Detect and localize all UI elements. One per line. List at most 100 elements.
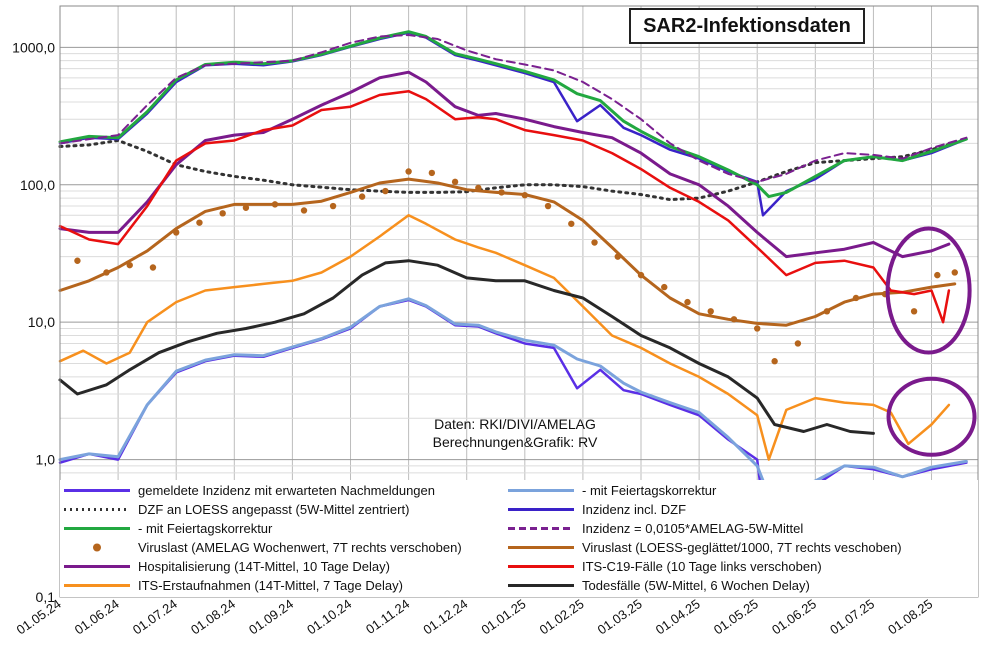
viruslast-point — [661, 283, 668, 291]
x-tick-label: 01.10.24 — [304, 596, 354, 637]
legend-entry: Hospitalisierung (14T-Mittel, 10 Tage De… — [62, 557, 390, 576]
viruslast-point — [951, 269, 958, 276]
series-8-line — [58, 70, 951, 259]
x-tick-label: 01.12.24 — [420, 596, 470, 637]
legend-label: gemeldete Inzidenz mit erwarteten Nachme… — [138, 483, 436, 498]
series-3-line — [58, 31, 968, 217]
legend-entry: Viruslast (AMELAG Wochenwert, 7T rechts … — [62, 538, 462, 557]
x-tick-label: 01.02.25 — [537, 596, 587, 637]
legend-swatch-mark — [93, 543, 101, 552]
legend-swatch — [508, 546, 574, 549]
viruslast-point — [591, 239, 598, 246]
viruslast-point — [358, 193, 366, 200]
x-tick-label: 01.01.25 — [478, 596, 528, 637]
legend-label: Hospitalisierung (14T-Mittel, 10 Tage De… — [138, 559, 390, 574]
legend-entry: - mit Feiertagskorrektur — [62, 519, 272, 538]
legend-swatch — [64, 527, 130, 530]
x-tick-label: 01.07.24 — [130, 596, 180, 637]
series-5-line — [59, 34, 968, 183]
legend-swatch — [64, 489, 130, 492]
legend: gemeldete Inzidenz mit erwarteten Nachme… — [60, 480, 978, 597]
x-tick-label: 01.07.25 — [827, 596, 877, 637]
x-tick-label: 01.11.24 — [363, 596, 412, 637]
legend-swatch — [508, 584, 574, 587]
viruslast-point — [934, 271, 941, 279]
viruslast-point — [568, 220, 575, 227]
y-tick-label: 10,0 — [28, 314, 55, 330]
series-11-line — [58, 259, 875, 435]
series-9-line — [58, 89, 951, 324]
x-tick-label: 01.04.25 — [653, 596, 703, 637]
annotation-group — [885, 226, 977, 457]
y-tick-label: 1,0 — [36, 452, 56, 468]
legend-entry: ITS-Erstaufnahmen (14T-Mittel, 7 Tage De… — [62, 576, 403, 595]
legend-swatch — [64, 584, 130, 587]
x-tick-label: 01.06.25 — [769, 596, 819, 637]
viruslast-point — [405, 168, 412, 175]
viruslast-point — [149, 264, 157, 271]
legend-swatch — [64, 565, 130, 568]
series-4-line — [58, 30, 968, 199]
legend-entry: DZF an LOESS angepasst (5W-Mittel zentri… — [62, 500, 409, 519]
legend-label: Viruslast (AMELAG Wochenwert, 7T rechts … — [138, 540, 462, 555]
viruslast-point — [196, 219, 203, 226]
plot-frame — [59, 5, 979, 598]
legend-label: ITS-Erstaufnahmen (14T-Mittel, 7 Tage De… — [138, 578, 403, 593]
x-tick-label: 01.05.25 — [711, 596, 761, 637]
viruslast-point — [300, 207, 308, 214]
viruslast-point — [910, 308, 918, 315]
viruslast-point — [126, 261, 133, 269]
viruslast-point — [794, 340, 802, 347]
legend-swatch — [508, 527, 574, 530]
legend-label: ITS-C19-Fälle (10 Tage links verschoben) — [582, 559, 822, 574]
chart-title: SAR2-Infektionsdaten — [629, 8, 865, 44]
legend-label: Inzidenz incl. DZF — [582, 502, 687, 517]
legend-swatch — [508, 508, 574, 511]
legend-swatch — [508, 489, 574, 492]
legend-entry: Inzidenz incl. DZF — [506, 500, 686, 519]
viruslast-point — [382, 187, 389, 195]
x-tick-label: 01.09.24 — [246, 596, 296, 637]
legend-entry: - mit Feiertagskorrektur — [506, 481, 716, 500]
series-0-line — [58, 298, 968, 509]
chart-credits: Daten: RKI/DIVI/AMELAG Berechnungen&Graf… — [410, 415, 620, 451]
viruslast-point — [219, 210, 226, 217]
viruslast-point — [74, 257, 81, 264]
x-tick-label: 01.08.24 — [188, 596, 238, 637]
legend-label: - mit Feiertagskorrektur — [138, 521, 273, 536]
x-axis-ticks: 01.05.24 01.06.24 01.07.24 01.08.24 01.09.24… — [14, 596, 936, 637]
viruslast-point — [707, 308, 714, 315]
series-6-points — [74, 168, 958, 365]
series-group — [58, 30, 968, 509]
series-10-line — [58, 214, 951, 461]
viruslast-point — [451, 178, 459, 186]
legend-entry: gemeldete Inzidenz mit erwarteten Nachme… — [62, 481, 435, 500]
viruslast-point — [754, 325, 761, 332]
x-tick-label: 01.06.24 — [72, 596, 122, 637]
viruslast-point — [684, 298, 691, 306]
legend-label: Todesfälle (5W-Mittel, 6 Wochen Delay) — [582, 578, 810, 593]
y-tick-label: 100,0 — [20, 177, 55, 193]
y-axis-ticks: 1000,0 100,0 10,0 1,0 0,1 — [12, 39, 55, 605]
viruslast-point — [771, 358, 778, 365]
legend-label: DZF an LOESS angepasst (5W-Mittel zentri… — [138, 502, 410, 517]
viruslast-point — [242, 204, 250, 211]
x-tick-label: 01.08.25 — [885, 596, 935, 637]
legend-entry: ITS-C19-Fälle (10 Tage links verschoben) — [506, 557, 822, 576]
legend-entry: Inzidenz = 0,0105*AMELAG-5W-Mittel — [506, 519, 803, 538]
credits-line-author: Berechnungen&Grafik: RV — [432, 434, 598, 450]
viruslast-point — [428, 169, 436, 177]
viruslast-point — [329, 202, 337, 210]
legend-swatch — [64, 508, 130, 511]
y-tick-label: 1000,0 — [12, 39, 55, 55]
series-7-line — [58, 177, 957, 327]
viruslast-point — [544, 202, 552, 210]
highlight-ellipse-erstaufnahmen — [886, 376, 977, 457]
y-tick-label: 0,1 — [36, 589, 56, 605]
series-2-line — [58, 137, 968, 202]
x-tick-label: 01.03.25 — [595, 596, 645, 637]
credits-line-data: Daten: RKI/DIVI/AMELAG — [434, 416, 596, 432]
legend-entry: Todesfälle (5W-Mittel, 6 Wochen Delay) — [506, 576, 810, 595]
legend-label: Viruslast (LOESS-geglättet/1000, 7T rech… — [582, 540, 902, 555]
legend-entry: Viruslast (LOESS-geglättet/1000, 7T rech… — [506, 538, 902, 557]
